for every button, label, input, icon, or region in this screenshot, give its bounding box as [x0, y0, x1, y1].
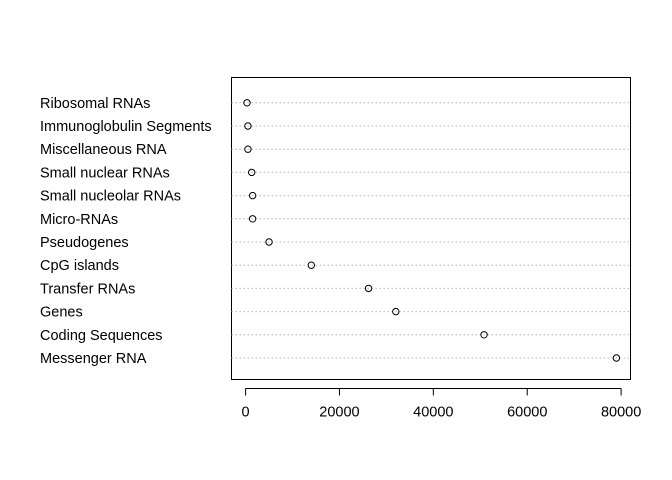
x-tick-label: 0: [242, 405, 250, 421]
data-point: [243, 99, 251, 107]
data-point: [248, 215, 257, 223]
guide-lines: [231, 102, 631, 359]
data-point: [244, 145, 252, 153]
data-point: [612, 354, 621, 362]
category-label: Small nucleolar RNAs: [40, 189, 181, 205]
data-point: [364, 284, 373, 293]
category-label: Coding Sequences: [40, 328, 163, 344]
data-point: [307, 261, 315, 269]
category-label: Miscellaneous RNA: [40, 142, 167, 158]
data-point: [392, 307, 400, 316]
category-labels: Messenger RNA Coding Sequences Genes Transf…: [40, 96, 212, 367]
data-point: [480, 331, 488, 339]
category-label: Messenger RNA: [40, 351, 147, 367]
x-axis: 0 20000 40000 60000 80000: [242, 388, 641, 421]
category-label: Micro-RNAs: [40, 212, 118, 228]
x-tick-label: 20000: [319, 405, 359, 421]
category-label: Immunoglobulin Segments: [40, 119, 212, 135]
category-label: Small nuclear RNAs: [40, 165, 170, 181]
plot-frame: [231, 77, 631, 380]
category-label: Transfer RNAs: [40, 281, 135, 297]
x-tick-label: 60000: [507, 405, 547, 421]
data-points: [243, 99, 621, 362]
category-label: CpG islands: [40, 258, 119, 274]
data-point: [265, 238, 273, 246]
data-point: [244, 122, 252, 130]
data-point: [247, 168, 256, 177]
category-label: Genes: [40, 305, 83, 321]
x-tick-label: 80000: [601, 405, 641, 421]
x-tick-label: 40000: [413, 405, 453, 421]
category-label: Ribosomal RNAs: [40, 96, 150, 112]
category-label: Pseudogenes: [40, 235, 129, 251]
data-point: [248, 191, 257, 200]
